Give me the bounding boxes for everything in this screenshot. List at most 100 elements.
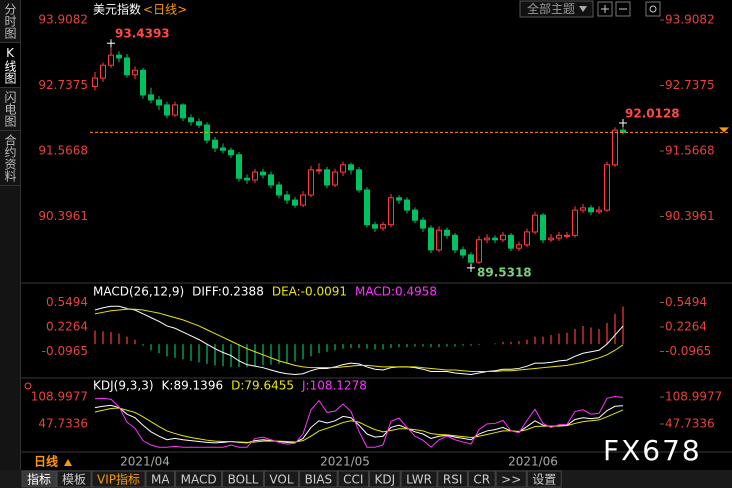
- candle-body: [300, 194, 306, 206]
- indicator-tab[interactable]: [21, 470, 57, 488]
- candle-body: [116, 54, 122, 59]
- y-tick-label: -0.0965: [42, 344, 88, 358]
- indicator-tab-label[interactable]: MA: [151, 473, 170, 487]
- candle-body: [396, 197, 402, 201]
- y-tick-label: 0.5494: [665, 295, 707, 309]
- indicator-tab-label[interactable]: VIP指标: [97, 472, 140, 487]
- candle-body: [404, 199, 410, 211]
- y-tick-label: 108.9977: [31, 389, 88, 403]
- period-label[interactable]: <日线>: [143, 3, 187, 17]
- theme-button-label[interactable]: 全部主题: [527, 1, 575, 16]
- candle-body: [276, 184, 282, 196]
- candle-body: [244, 177, 250, 181]
- zoom-in[interactable]: [597, 1, 613, 17]
- candle-body: [420, 219, 426, 229]
- candle-body: [260, 171, 266, 176]
- candle-body: [188, 117, 194, 123]
- indicator-line: [94, 404, 624, 444]
- candle-body: [380, 224, 386, 229]
- candle-body: [332, 171, 338, 186]
- x-tick-label: 2021/06: [508, 455, 558, 469]
- candle-body: [100, 64, 106, 79]
- indicator-tab-label[interactable]: 设置: [532, 473, 556, 487]
- candle-body: [604, 164, 610, 211]
- side-tab[interactable]: 闪电图: [0, 88, 20, 131]
- candle-body: [308, 169, 314, 196]
- sidebar: 分时图 K线图 闪电图 合约资料: [0, 0, 21, 470]
- y-tick-label: 92.7375: [38, 78, 88, 92]
- candle-body: [476, 239, 482, 263]
- extreme-marker: [619, 119, 627, 128]
- candle-body: [140, 69, 146, 96]
- legend-entry: K:89.1396: [162, 379, 224, 393]
- y-tick-label: 47.7336: [38, 417, 88, 431]
- legend-entry: DEA:-0.0091: [272, 285, 347, 299]
- side-tab[interactable]: K线图: [0, 43, 20, 88]
- candle-body: [356, 169, 362, 191]
- indicator-tab-label[interactable]: 模板: [62, 473, 86, 487]
- indicator-tab-label[interactable]: CCI: [343, 473, 363, 487]
- indicator-tab[interactable]: [368, 470, 401, 488]
- watermark: FX678: [603, 434, 702, 467]
- instrument-title: 美元指数: [93, 2, 141, 17]
- candle-body: [564, 234, 570, 237]
- y-tick-label: 91.5668: [665, 143, 715, 157]
- candle-body: [252, 171, 258, 181]
- y-tick-label: 90.3961: [38, 209, 88, 223]
- candle-body: [172, 104, 178, 116]
- indicator-tab-label[interactable]: KDJ: [374, 473, 395, 487]
- zoom-out[interactable]: [615, 1, 631, 17]
- legend-entry: J:108.1278: [301, 379, 367, 393]
- candle-body: [180, 104, 186, 119]
- zoom-in-icon: [601, 5, 609, 13]
- candle-body: [132, 69, 138, 76]
- indicator-tab-label[interactable]: 指标: [27, 472, 51, 487]
- candle-body: [236, 154, 242, 179]
- indicator-tab[interactable]: [91, 470, 146, 488]
- last-price-arrow: [719, 127, 729, 133]
- indicator-line: [94, 308, 624, 372]
- indicator-tab[interactable]: [299, 470, 338, 488]
- indicator-tab-label[interactable]: BOLL: [228, 473, 259, 487]
- indicator-tab[interactable]: [222, 470, 264, 488]
- side-tab[interactable]: 合约资料: [0, 131, 20, 186]
- settings-button[interactable]: [645, 1, 661, 17]
- candle-body: [196, 121, 202, 126]
- side-tab[interactable]: 分时图: [0, 0, 20, 43]
- indicator-line: [94, 305, 624, 376]
- indicator-tab[interactable]: [437, 470, 468, 488]
- candle-body: [388, 197, 394, 226]
- candle-body: [468, 254, 474, 263]
- y-tick-label: 0.5494: [46, 295, 88, 309]
- indicator-tab[interactable]: [467, 470, 496, 488]
- indicator-tab-label[interactable]: BIAS: [305, 473, 333, 487]
- indicator-line: [94, 407, 624, 443]
- candle-body: [92, 77, 98, 87]
- indicator-tab[interactable]: [400, 470, 438, 488]
- indicator-tab[interactable]: [145, 470, 176, 488]
- x-tick-label: 2021/04: [120, 455, 170, 469]
- kdj-icon: [24, 382, 32, 390]
- indicator-tab[interactable]: [263, 470, 300, 488]
- legend-entry: MACD(26,12,9): [93, 285, 184, 299]
- indicator-tab[interactable]: [526, 470, 562, 488]
- candle-body: [452, 234, 458, 251]
- indicator-tab[interactable]: [337, 470, 369, 488]
- candle-body: [340, 164, 346, 173]
- indicator-line: [94, 396, 624, 448]
- theme-button[interactable]: [519, 0, 594, 18]
- indicator-tab-label[interactable]: MACD: [181, 473, 217, 487]
- indicator-tab-label[interactable]: RSI: [443, 473, 463, 487]
- indicator-tab-label[interactable]: >>: [501, 473, 521, 487]
- period-switch[interactable]: 日线: [34, 454, 58, 469]
- indicator-tab-label[interactable]: LWR: [406, 473, 432, 487]
- indicator-tab[interactable]: [56, 470, 92, 488]
- indicator-tab-label[interactable]: CR: [473, 473, 490, 487]
- indicator-tab[interactable]: [175, 470, 223, 488]
- candle-body: [556, 234, 562, 239]
- low-label: 89.5318: [477, 265, 532, 279]
- indicator-tab[interactable]: [495, 470, 527, 488]
- period-arrow: [64, 459, 72, 466]
- indicator-tab-label[interactable]: VOL: [269, 473, 293, 487]
